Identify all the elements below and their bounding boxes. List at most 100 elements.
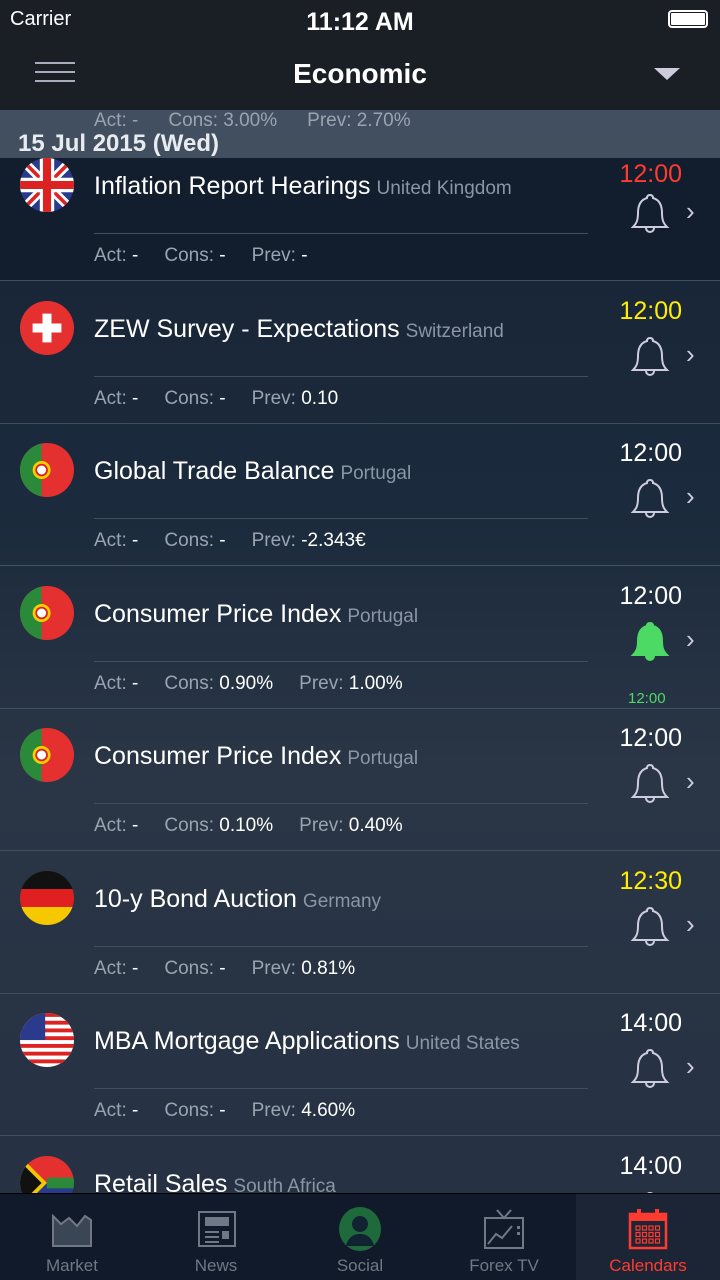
event-list[interactable]: Act: - Cons: 3.00% Prev: 2.70% 15 Jul 2015… [0,110,720,1193]
divider [94,518,588,519]
event-name: Global Trade Balance [94,457,335,485]
event-row[interactable]: 10-y Bond Auction Germany Act: - Cons: - Pr… [0,851,720,994]
event-values: Act: - Cons: - Prev: -2.343€ [94,530,392,552]
bell-icon[interactable] [630,477,670,521]
event-country: South Africa [233,1175,336,1194]
actual-value: Act: - [94,1100,139,1121]
event-name: Consumer Price Index [94,742,342,770]
event-time: 12:00 [619,160,682,188]
previous-value: Prev: 0.10 [251,387,339,409]
consensus-value: Cons: 0.10% [164,815,274,836]
status-bar: Carrier 11:12 AM [0,0,720,38]
chevron-right-icon[interactable]: › [686,338,695,369]
consensus-value: Cons: - [164,245,226,266]
event-country: Germany [302,890,382,912]
tab-forex-tv[interactable]: Forex TV [432,1194,576,1280]
nav-bar: Economic [0,38,720,110]
ghost-actual: Act: - [94,110,139,131]
bell-icon[interactable] [630,335,670,379]
tab-label: Market [46,1256,98,1275]
event-row[interactable]: Inflation Report Hearings United Kingdom … [0,138,720,281]
tab-calendars[interactable]: Calendars [576,1194,720,1280]
previous-value: Prev: 1.00% [299,672,403,694]
previous-value: Prev: 4.60% [251,1100,356,1121]
consensus-value: Cons: - [164,1100,226,1121]
flag-uk-icon [20,158,74,212]
section-date-header: Act: - Cons: 3.00% Prev: 2.70% 15 Jul 2015… [0,110,720,158]
divider [94,945,588,947]
event-time: 12:00 [619,581,682,610]
event-row[interactable]: MBA Mortgage Applications United States A… [0,993,720,1136]
chevron-right-icon[interactable]: › [686,623,695,654]
market-chart-icon [0,1206,144,1252]
tv-icon [432,1206,576,1252]
flag-de-icon [20,870,74,925]
previous-value: Prev: 0.40% [299,815,403,836]
flag-za-icon [20,1155,74,1193]
dropdown-arrow-icon[interactable] [654,68,680,80]
event-row[interactable]: ZEW Survey - Expectations Switzerland Act… [0,281,720,424]
event-time: 12:00 [619,439,682,467]
divider [94,660,588,662]
event-values: Act: - Cons: 0.90% Prev: 1.00% [94,673,429,695]
calendar-icon [576,1206,720,1252]
flag-pt-icon [20,585,74,640]
event-values: Act: - Cons: - Prev: 4.60% [94,1100,381,1122]
scrolled-row-values: Act: - Cons: 3.00% Prev: 2.70% [94,111,441,131]
flag-us-icon [20,1013,74,1067]
event-country: Portugal [347,748,419,769]
previous-value: Prev: - [251,245,308,266]
carrier-label: Carrier [10,8,72,30]
event-time: 12:00 [619,296,682,325]
tab-bar: Market News Social Forex TV Calendars [0,1193,720,1280]
chevron-right-icon[interactable]: › [686,481,695,511]
bell-icon[interactable] [630,1047,670,1091]
divider [94,375,588,377]
consensus-value: Cons: - [164,387,226,409]
event-values: Act: - Cons: - Prev: - [94,245,334,267]
divider [94,233,588,234]
bell-icon[interactable] [630,905,670,949]
alert-time: 12:00 [628,689,666,707]
ghost-previous: Prev: 2.70% [307,110,411,131]
hamburger-menu-icon[interactable] [35,62,75,82]
event-row[interactable]: Consumer Price Index Portugal Act: - Cons:… [0,566,720,709]
event-country: Portugal [340,463,412,484]
event-name: Consumer Price Index [94,599,342,628]
event-name: ZEW Survey - Expectations [94,314,400,343]
bell-icon[interactable] [630,762,670,806]
person-icon [288,1206,432,1252]
event-country: United Kingdom [376,178,512,199]
event-time: 12:00 [619,724,682,752]
consensus-value: Cons: - [164,530,226,551]
chevron-right-icon[interactable]: › [686,196,695,226]
consensus-value: Cons: - [164,957,226,979]
bell-active-icon[interactable] [630,620,670,664]
previous-value: Prev: 0.81% [251,957,356,979]
tab-social[interactable]: Social [288,1194,432,1280]
tab-label: Calendars [609,1256,687,1275]
previous-value: Prev: -2.343€ [251,530,366,551]
event-country: Portugal [347,605,419,627]
event-country: Switzerland [405,320,504,342]
chevron-right-icon[interactable]: › [686,1051,695,1081]
tab-label: Forex TV [469,1256,539,1275]
page-title: Economic [293,58,427,89]
chevron-right-icon[interactable]: › [686,766,695,796]
event-row[interactable]: Global Trade Balance Portugal Act: - Cons:… [0,423,720,566]
event-row[interactable]: Consumer Price Index Portugal Act: - Cons:… [0,708,720,851]
event-values: Act: - Cons: 0.10% Prev: 0.40% [94,815,429,837]
tab-market[interactable]: Market [0,1194,144,1280]
actual-value: Act: - [94,815,139,836]
flag-ch-icon [20,300,74,355]
bell-icon[interactable] [630,192,670,236]
tab-news[interactable]: News [144,1194,288,1280]
event-values: Act: - Cons: - Prev: 0.81% [94,958,381,980]
event-name: 10-y Bond Auction [94,884,297,913]
newspaper-icon [144,1206,288,1252]
event-name: Retail Sales [94,1169,228,1194]
divider [94,803,588,804]
chevron-right-icon[interactable]: › [686,908,695,939]
tab-label: News [194,1256,238,1275]
